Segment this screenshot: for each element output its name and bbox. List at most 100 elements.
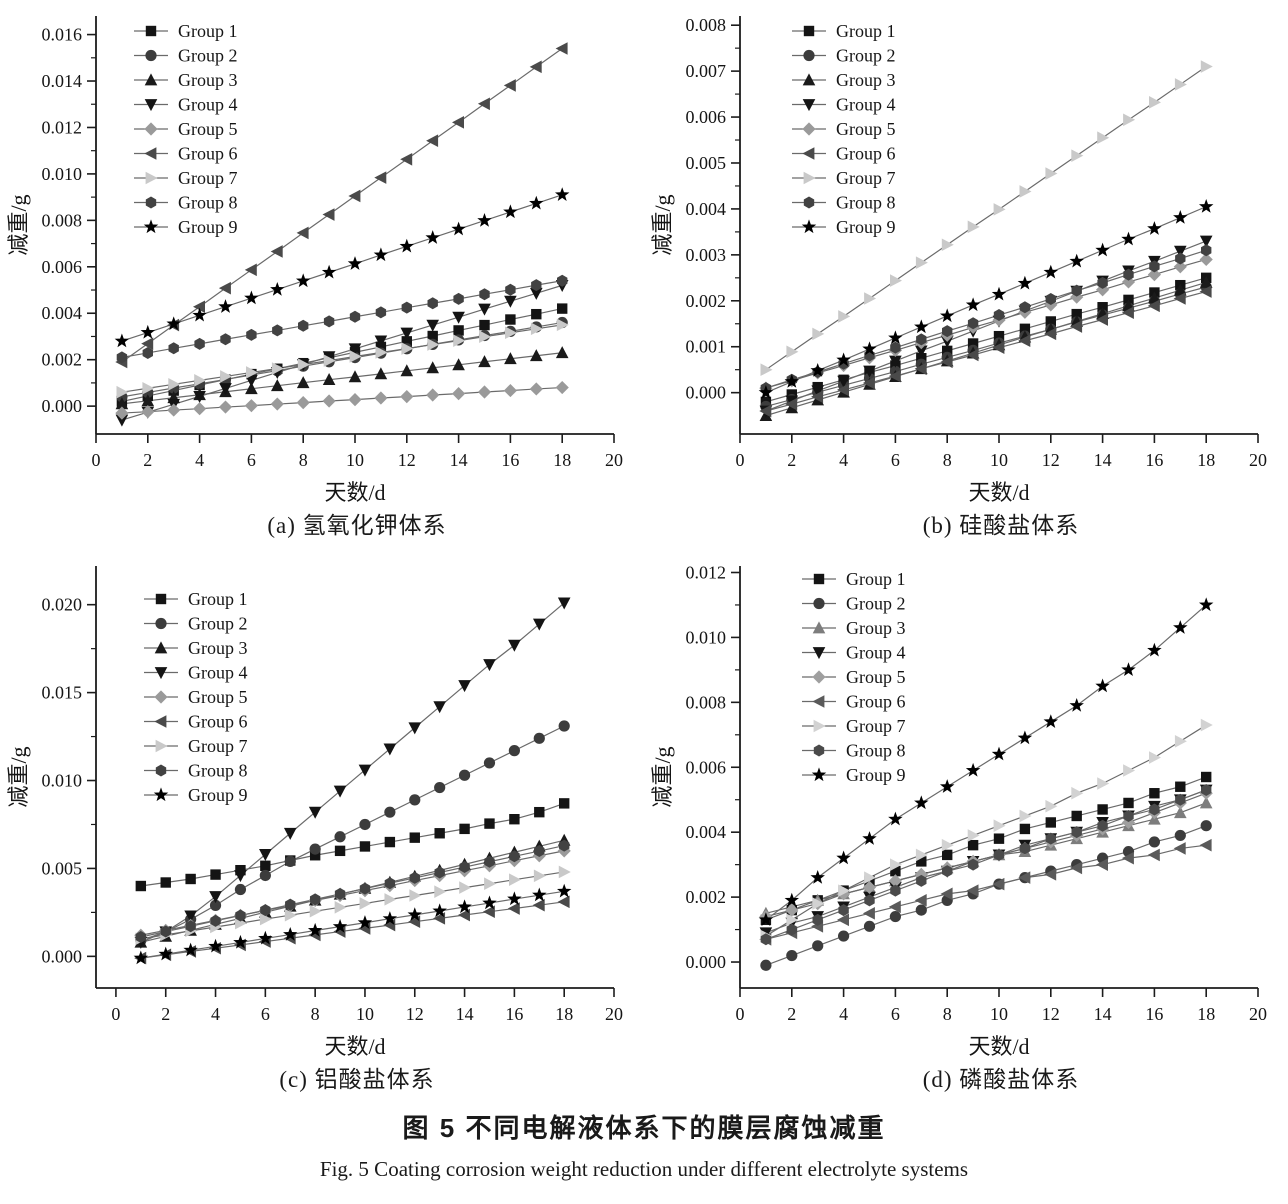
svg-text:Group 3: Group 3 [178,70,238,90]
svg-text:20: 20 [605,450,623,470]
svg-text:Group 1: Group 1 [188,589,248,609]
svg-text:20: 20 [1249,450,1267,470]
svg-text:Group 7: Group 7 [188,736,248,756]
svg-text:天数/d: 天数/d [324,480,385,505]
svg-text:2: 2 [161,1004,170,1024]
svg-text:减重/g: 减重/g [6,746,31,807]
svg-text:12: 12 [406,1004,424,1024]
svg-text:0.000: 0.000 [686,952,727,972]
svg-text:6: 6 [891,450,900,470]
svg-text:6: 6 [261,1004,270,1024]
svg-text:Group 6: Group 6 [846,692,906,712]
svg-text:18: 18 [555,1004,573,1024]
figure-caption-zh: 图 5 不同电解液体系下的膜层腐蚀减重 [402,1113,886,1143]
svg-text:Group 1: Group 1 [178,21,238,41]
svg-text:14: 14 [450,450,468,470]
svg-text:18: 18 [1197,450,1215,470]
chart-c-canvas: 0 2 4 6 8 10 12 14 16 18 20 0.000 0.005 0.010 0.015 0.0… [6,566,623,1059]
svg-text:0.000: 0.000 [42,396,83,416]
svg-text:Group 1: Group 1 [846,569,906,589]
svg-text:4: 4 [195,450,204,470]
svg-text:Group 5: Group 5 [178,119,238,139]
svg-text:Group 2: Group 2 [836,46,896,66]
svg-text:0.010: 0.010 [42,164,83,184]
svg-text:14: 14 [456,1004,474,1024]
chart-cell-b: 0 2 4 6 8 10 12 14 16 18 20 0.000 0.001 0.002 0.003 0.0… [644,0,1288,550]
svg-text:12: 12 [1042,1004,1060,1024]
svg-text:0.008: 0.008 [686,15,727,35]
svg-text:Group 4: Group 4 [188,663,248,683]
svg-text:Group 4: Group 4 [178,95,238,115]
svg-text:8: 8 [943,450,952,470]
chart-cell-d: 0 2 4 6 8 10 12 14 16 18 20 0.000 0.002 0.004 0.006 0.0… [644,550,1288,1104]
figure-caption-en: Fig. 5 Coating corrosion weight reductio… [319,1157,969,1181]
svg-text:Group 8: Group 8 [178,193,238,213]
svg-text:Group 9: Group 9 [846,765,906,785]
svg-text:Group 8: Group 8 [188,761,248,781]
svg-text:16: 16 [1145,1004,1163,1024]
svg-text:0.002: 0.002 [42,350,83,370]
subtitle-a: (a) 氢氧化钾体系 [267,513,447,538]
subtitle-c: (c) 铝酸盐体系 [279,1067,435,1092]
svg-text:天数/d: 天数/d [968,1034,1029,1059]
svg-text:0: 0 [92,450,101,470]
svg-text:Group 6: Group 6 [188,712,248,732]
svg-text:0.005: 0.005 [42,858,83,878]
svg-text:天数/d: 天数/d [968,480,1029,505]
svg-text:0.005: 0.005 [686,153,727,173]
svg-text:20: 20 [605,1004,623,1024]
svg-text:16: 16 [505,1004,523,1024]
svg-text:Group 2: Group 2 [188,614,248,634]
svg-text:12: 12 [398,450,416,470]
svg-text:Group 6: Group 6 [178,144,238,164]
svg-text:Group 4: Group 4 [836,95,896,115]
svg-text:10: 10 [990,450,1008,470]
svg-text:8: 8 [299,450,308,470]
svg-text:0.004: 0.004 [686,199,727,219]
svg-text:0.008: 0.008 [686,692,727,712]
svg-text:0.001: 0.001 [686,337,727,357]
chart-b-canvas: 0 2 4 6 8 10 12 14 16 18 20 0.000 0.001 0.002 0.003 0.0… [650,15,1267,505]
svg-text:10: 10 [990,1004,1008,1024]
svg-text:Group 3: Group 3 [846,618,906,638]
svg-text:Group 3: Group 3 [188,638,248,658]
svg-text:0.003: 0.003 [686,245,727,265]
subtitle-d: (d) 磷酸盐体系 [922,1067,1080,1092]
svg-text:4: 4 [211,1004,220,1024]
svg-text:0.000: 0.000 [42,946,83,966]
svg-text:18: 18 [553,450,571,470]
svg-text:Group 5: Group 5 [846,667,906,687]
svg-text:Group 1: Group 1 [836,21,896,41]
svg-text:0.015: 0.015 [42,683,83,703]
svg-text:Group 2: Group 2 [178,46,238,66]
chart-grid: 0 2 4 6 8 10 12 14 16 18 20 0.000 0.002 0.004 0.006 0.0… [0,0,1288,1104]
svg-text:0.012: 0.012 [686,562,727,582]
svg-text:0: 0 [111,1004,120,1024]
svg-text:Group 8: Group 8 [846,741,906,761]
svg-text:14: 14 [1094,450,1112,470]
svg-text:0.002: 0.002 [686,887,727,907]
svg-text:0.014: 0.014 [42,71,83,91]
svg-text:0.020: 0.020 [42,595,83,615]
svg-text:Group 9: Group 9 [188,785,248,805]
chart-cell-c: 0 2 4 6 8 10 12 14 16 18 20 0.000 0.005 0.010 0.015 0.0… [0,550,644,1104]
svg-text:6: 6 [891,1004,900,1024]
svg-text:减重/g: 减重/g [6,194,31,255]
subtitle-b: (b) 硅酸盐体系 [922,513,1080,538]
svg-text:Group 3: Group 3 [836,70,896,90]
svg-text:2: 2 [787,450,796,470]
svg-text:6: 6 [247,450,256,470]
svg-text:4: 4 [839,450,848,470]
svg-text:Group 9: Group 9 [178,217,238,237]
svg-text:0.006: 0.006 [686,107,727,127]
svg-text:12: 12 [1042,450,1060,470]
svg-text:10: 10 [356,1004,374,1024]
svg-text:0.010: 0.010 [42,771,83,791]
svg-text:0.008: 0.008 [42,210,83,230]
svg-text:0.006: 0.006 [42,257,83,277]
figure-caption: 图 5 不同电解液体系下的膜层腐蚀减重 Fig. 5 Coating corro… [0,1108,1288,1182]
svg-text:2: 2 [143,450,152,470]
svg-text:0.004: 0.004 [686,822,727,842]
svg-text:0.012: 0.012 [42,117,83,137]
